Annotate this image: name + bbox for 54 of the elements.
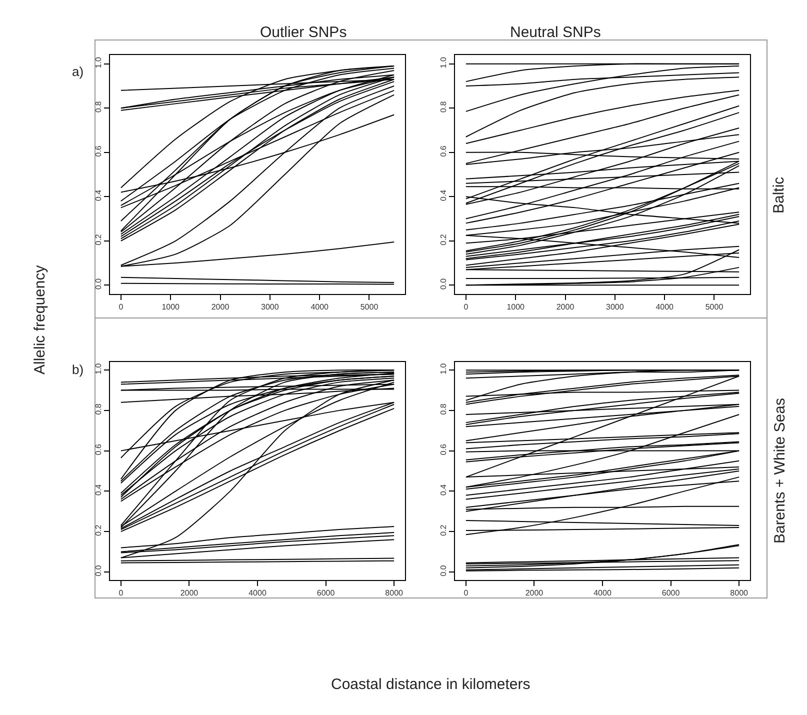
y-tick-label: 1.0 (438, 56, 448, 68)
y-tick-label: 0.6 (94, 145, 103, 157)
y-axis-title: Allelic frequency (32, 264, 48, 374)
y-tick-label: 0.8 (94, 100, 103, 112)
y-tick-label: 0.6 (438, 444, 448, 456)
y-tick-label: 0.2 (438, 524, 448, 536)
x-tick-label: 4000 (594, 588, 612, 598)
y-tick-label: 0.6 (94, 444, 103, 456)
y-tick-label: 0.2 (94, 234, 103, 246)
y-tick-label: 0.2 (438, 234, 448, 246)
y-tick-label: 0.4 (94, 484, 103, 496)
text: Barents + White Seas (772, 398, 788, 544)
x-tick-label: 0 (464, 588, 469, 598)
x-tick-label: 0 (464, 302, 469, 312)
y-tick-label: 0.0 (438, 278, 448, 290)
x-tick-label: 8000 (385, 588, 404, 598)
y-tick-label: 0.6 (438, 145, 448, 157)
x-tick-label: 4000 (656, 302, 674, 312)
x-tick-label: 6000 (316, 588, 336, 598)
y-tick-label: 0.4 (94, 189, 103, 201)
x-tick-label: 4000 (310, 302, 330, 312)
x-tick-label: 0 (118, 302, 124, 312)
y-tick-label: 0.8 (94, 403, 103, 415)
text: b) (72, 362, 84, 377)
text: Baltic (770, 176, 788, 214)
y-tick-label: 0.4 (438, 189, 448, 201)
y-tick-label: 0.8 (438, 100, 448, 112)
x-tick-label: 6000 (662, 588, 680, 598)
x-tick-label: 2000 (556, 302, 575, 312)
x-tick-label: 1000 (162, 302, 180, 312)
text: a) (72, 64, 84, 79)
chart-title: Neutral SNPs (510, 24, 601, 41)
x-tick-label: 5000 (705, 302, 724, 312)
y-tick-label: 1.0 (94, 56, 103, 68)
x-tick-label: 3000 (606, 302, 624, 312)
y-tick-label: 0.2 (94, 524, 103, 536)
x-tick-label: 1000 (506, 302, 526, 312)
x-tick-label: 2000 (211, 302, 230, 312)
x-tick-label: 4000 (248, 588, 267, 598)
y-tick-label: 1.0 (94, 362, 103, 374)
x-tick-label: 3000 (261, 302, 280, 312)
y-tick-label: 0.0 (94, 564, 103, 576)
x-tick-label: 0 (118, 588, 124, 598)
y-tick-label: 0.4 (438, 484, 448, 496)
y-tick-label: 0.0 (94, 278, 103, 290)
y-tick-label: 0.8 (438, 403, 448, 415)
x-tick-label: 8000 (730, 588, 749, 598)
x-tick-label: 5000 (360, 302, 379, 312)
chart-title: Outlier SNPs (260, 24, 347, 41)
x-tick-label: 2000 (525, 588, 544, 598)
x-axis-title: Coastal distance in kilometers (331, 676, 530, 693)
x-tick-label: 2000 (180, 588, 199, 598)
y-tick-label: 1.0 (438, 362, 448, 374)
y-tick-label: 0.0 (438, 564, 448, 576)
